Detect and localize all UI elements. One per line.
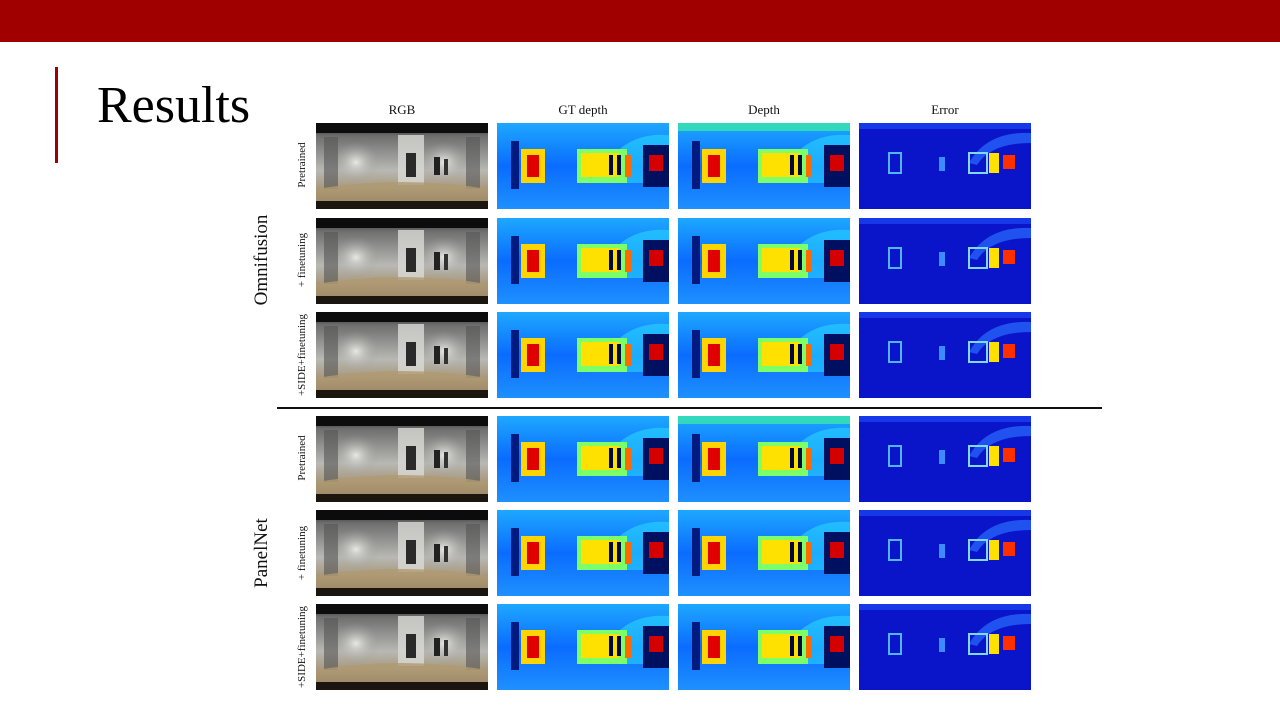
row-label: + finetuning — [296, 232, 308, 288]
error-map-image — [859, 510, 1031, 596]
predicted-depth-map-image — [678, 312, 850, 398]
gt-depth-map-image — [497, 416, 669, 502]
predicted-depth-map-image — [678, 510, 850, 596]
group-label-omnifusion: Omnifusion — [251, 214, 272, 306]
group-label-panelnet: PanelNet — [251, 518, 272, 588]
gt-depth-map-image — [497, 218, 669, 304]
column-header-rgb: RGB — [388, 102, 416, 117]
column-header-gt-depth: GT depth — [558, 102, 608, 117]
predicted-depth-map-image — [678, 416, 850, 502]
error-map-image — [859, 312, 1031, 398]
row-label: +SIDE+finetuning — [296, 313, 308, 397]
error-map-image — [859, 123, 1031, 209]
row-label: Pretrained — [296, 142, 308, 188]
rgb-panorama-image — [316, 312, 488, 398]
column-header-depth: Depth — [748, 102, 780, 117]
predicted-depth-map-image — [678, 218, 850, 304]
gt-depth-map-image — [497, 604, 669, 690]
row-label: + finetuning — [296, 525, 308, 581]
slide-title: Results — [97, 77, 251, 134]
gt-depth-map-image — [497, 312, 669, 398]
group-divider — [277, 407, 1102, 409]
error-map-image — [859, 604, 1031, 690]
rgb-panorama-image — [316, 416, 488, 502]
rgb-panorama-image — [316, 218, 488, 304]
predicted-depth-map-image — [678, 604, 850, 690]
title-accent-bar — [55, 67, 58, 163]
gt-depth-map-image — [497, 123, 669, 209]
column-header-error: Error — [931, 102, 959, 117]
error-map-image — [859, 416, 1031, 502]
row-label: +SIDE+finetuning — [296, 605, 308, 689]
rgb-panorama-image — [316, 510, 488, 596]
gt-depth-map-image — [497, 510, 669, 596]
predicted-depth-map-image — [678, 123, 850, 209]
error-map-image — [859, 218, 1031, 304]
row-label: Pretrained — [296, 435, 308, 481]
rgb-panorama-image — [316, 123, 488, 209]
rgb-panorama-image — [316, 604, 488, 690]
top-banner — [0, 0, 1280, 42]
